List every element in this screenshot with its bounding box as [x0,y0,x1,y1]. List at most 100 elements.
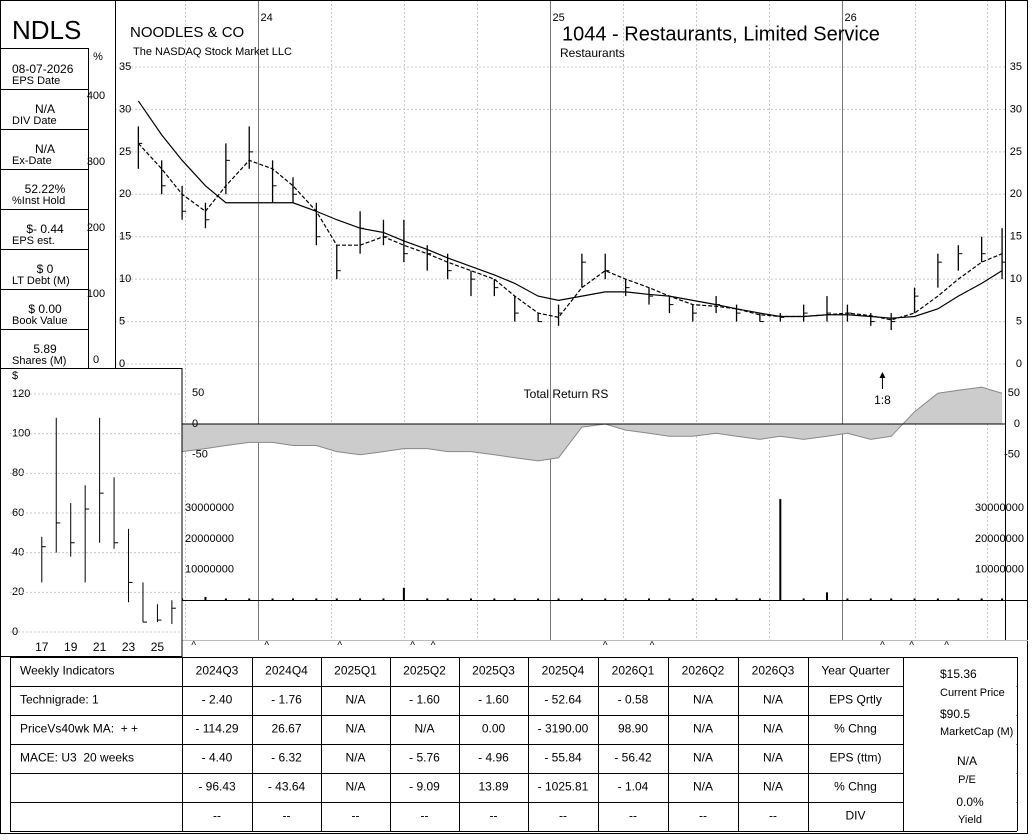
table-cell: - 4.40 [202,751,233,765]
table-row-label: MACE: U3 20 weeks [20,751,134,765]
sidebar-value: N/A [35,102,55,116]
volume-bar [913,598,916,600]
table-cell: N/A [345,751,365,765]
table-cell: 13.89 [478,780,508,794]
event-marker: ^ [650,641,655,652]
table-cell: EPS (ttm) [829,751,881,765]
volume-bar [248,598,251,600]
split-arrowhead [879,372,886,378]
sidebar-value: $ 0 [37,262,54,276]
rs-line [138,386,1003,462]
price-tick-label-right: 30 [1010,103,1022,115]
volume-bar [426,598,429,600]
table-cell: 2026Q3 [752,664,795,678]
table-cell: N/A [763,693,783,707]
rs-tick-label-right: 50 [1008,387,1020,399]
company-name: NOODLES & CO [130,24,244,41]
pct-label: % [93,51,103,63]
table-cell: N/A [763,722,783,736]
table-cell: -- [352,809,360,823]
table-cell: N/A [345,780,365,794]
sidebar-value: 5.89 [33,342,57,356]
table-cell: N/A [693,751,713,765]
summary-label: Current Price [940,687,1005,699]
volume-bar [936,598,939,600]
split-label: 1:8 [874,393,891,407]
rs-tick-label-left: -50 [192,449,208,461]
volume-bar [580,598,583,600]
event-marker: ^ [880,641,885,652]
annual-x-tick-label: 23 [122,640,136,654]
price-tick-label-right: 0 [1016,358,1022,370]
table-cell: 2025Q1 [334,664,377,678]
volume-bar [335,598,338,600]
table-row-label: PriceVs40wk MA: + + [20,722,138,736]
table-cell: N/A [693,693,713,707]
price-tick-label-right: 5 [1016,315,1022,327]
price-tick-label-left: 30 [119,103,131,115]
exchange: The NASDAQ Stock Market LLC [133,46,292,58]
volume-tick-label-right: 30000000 [975,502,1024,514]
price-tick-label-left: 20 [119,188,131,200]
table-cell: N/A [345,693,365,707]
price-tick-label-left: 15 [119,231,131,243]
volume-bar [557,598,560,600]
volume-bar [869,598,872,600]
volume-bar [846,598,849,600]
table-cell: 2025Q4 [542,664,585,678]
table-cell: % Chng [834,722,877,736]
volume-tick-label-left: 30000000 [185,502,234,514]
moving-average [137,142,1003,321]
table-cell: % Chng [834,780,877,794]
rs-title: Total Return RS [524,387,609,401]
volume-bar [359,598,362,600]
event-marker: ^ [944,641,949,652]
sidebar-label: %Inst Hold [12,195,65,207]
sidebar-label: Shares (M) [12,355,66,367]
table-cell: - 3190.00 [538,722,589,736]
table-cell: -- [769,809,777,823]
table-cell: - 9.09 [409,780,440,794]
table-cell: - 2.40 [202,693,233,707]
sidebar-label: Ex-Date [12,155,52,167]
volume-bar [292,598,294,600]
table-cell: 2024Q3 [196,664,239,678]
table-cell: 26.67 [271,722,301,736]
volume-bar [890,598,893,600]
table-cell: N/A [345,722,365,736]
table-cell: -- [421,809,429,823]
volume-bar [735,598,738,600]
sidebar-value: 52.22% [25,182,66,196]
volume-tick-label-right: 10000000 [975,563,1024,575]
volume-bar [382,598,385,600]
table-cell: - 55.84 [544,751,582,765]
table-cell: - 0.58 [618,693,649,707]
annual-tick-label: 100 [12,428,30,440]
pct-tick-label: 300 [87,156,105,168]
price-tick-label-right: 15 [1010,231,1022,243]
annual-y-label: $ [12,370,18,382]
volume-tick-label-left: 10000000 [185,563,234,575]
table-cell: - 52.64 [544,693,582,707]
volume-bar [826,592,828,600]
volume-bar [779,499,782,600]
event-marker: ^ [191,641,196,652]
sidebar-label: LT Debt (M) [12,275,70,287]
table-cell: -- [490,809,498,823]
summary-value: N/A [957,754,977,768]
volume-bar [1001,598,1004,600]
table-cell: -- [699,809,707,823]
sidebar-value: $- 0.44 [26,222,64,236]
pct-tick-label: 400 [87,90,105,102]
moving-average [137,100,1003,319]
table-cell: N/A [414,722,434,736]
event-marker: ^ [264,641,269,652]
price-tick-label-left: 5 [119,315,125,327]
event-marker: ^ [410,641,415,652]
price-tick-label-right: 35 [1010,61,1022,73]
event-marker: ^ [909,641,914,652]
summary-label: Yield [958,814,982,826]
table-cell: -- [629,809,637,823]
volume-bar [470,598,472,600]
